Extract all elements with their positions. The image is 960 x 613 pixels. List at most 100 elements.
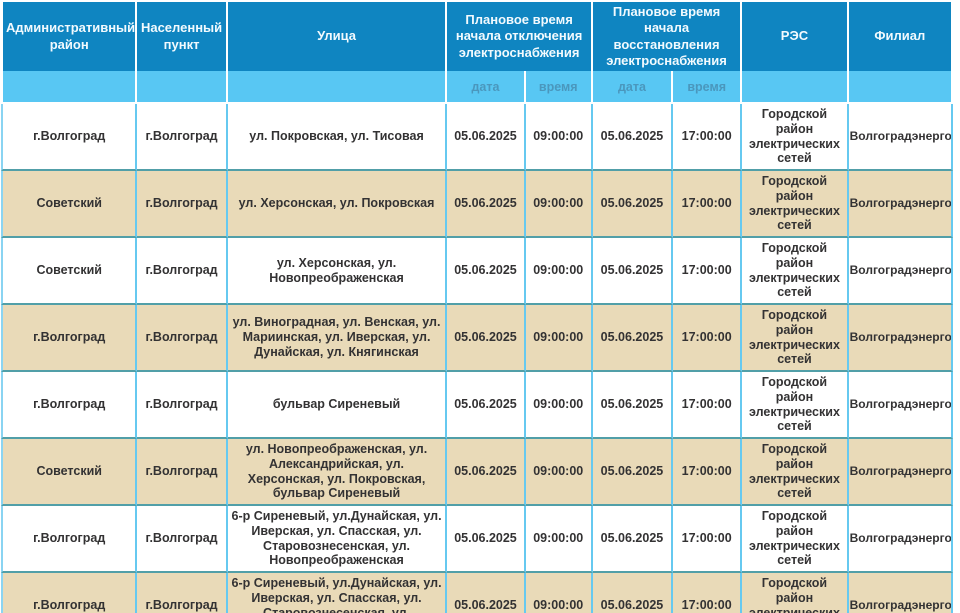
cell-settlement: г.Волгоград xyxy=(137,372,228,439)
cell-restore-time: 17:00:00 xyxy=(673,305,743,372)
cell-street: ул. Херсонская, ул. Покровская xyxy=(227,171,448,238)
cell-branch: Волгоградэнерго xyxy=(848,573,953,613)
subheader-restore-time: время xyxy=(673,71,743,104)
cell-outage-date: 05.06.2025 xyxy=(447,238,526,305)
cell-outage-time: 09:00:00 xyxy=(525,104,593,171)
cell-restore-date: 05.06.2025 xyxy=(592,171,674,238)
cell-restore-date: 05.06.2025 xyxy=(592,573,674,613)
cell-res: Городской район электрических сетей xyxy=(742,506,849,573)
cell-street: ул. Покровская, ул. Тисовая xyxy=(227,104,448,171)
cell-street: ул. Виноградная, ул. Венская, ул. Мариин… xyxy=(227,305,448,372)
cell-settlement: г.Волгоград xyxy=(137,573,228,613)
cell-outage-time: 09:00:00 xyxy=(525,372,593,439)
cell-district: г.Волгоград xyxy=(1,372,138,439)
cell-branch: Волгоградэнерго xyxy=(848,171,953,238)
table-row: г.Волгоград г.Волгоград 6-р Сиреневый, у… xyxy=(1,506,953,573)
cell-outage-date: 05.06.2025 xyxy=(447,506,526,573)
cell-settlement: г.Волгоград xyxy=(137,439,228,506)
table-header: Административный район Населенный пункт … xyxy=(1,2,953,104)
cell-restore-date: 05.06.2025 xyxy=(592,506,674,573)
table-body: г.Волгоград г.Волгоград ул. Покровская, … xyxy=(1,104,953,613)
cell-settlement: г.Волгоград xyxy=(137,305,228,372)
table-row: г.Волгоград г.Волгоград ул. Покровская, … xyxy=(1,104,953,171)
cell-outage-time: 09:00:00 xyxy=(525,238,593,305)
subheader-empty-res xyxy=(742,71,849,104)
cell-restore-date: 05.06.2025 xyxy=(592,238,674,305)
cell-outage-date: 05.06.2025 xyxy=(447,305,526,372)
cell-settlement: г.Волгоград xyxy=(137,171,228,238)
cell-restore-date: 05.06.2025 xyxy=(592,104,674,171)
table-row: г.Волгоград г.Волгоград ул. Виноградная,… xyxy=(1,305,953,372)
cell-res: Городской район электрических сетей xyxy=(742,372,849,439)
cell-street: ул. Новопреображенская, ул. Александрийс… xyxy=(227,439,448,506)
cell-settlement: г.Волгоград xyxy=(137,104,228,171)
cell-branch: Волгоградэнерго xyxy=(848,372,953,439)
cell-district: Советский xyxy=(1,238,138,305)
cell-restore-date: 05.06.2025 xyxy=(592,305,674,372)
cell-street: бульвар Сиреневый xyxy=(227,372,448,439)
cell-branch: Волгоградэнерго xyxy=(848,439,953,506)
header-street: Улица xyxy=(227,2,448,71)
cell-restore-time: 17:00:00 xyxy=(673,171,743,238)
cell-restore-time: 17:00:00 xyxy=(673,104,743,171)
subheader-empty-settlement xyxy=(137,71,228,104)
table-row: Советский г.Волгоград ул. Новопреображен… xyxy=(1,439,953,506)
cell-res: Городской район электрических сетей xyxy=(742,573,849,613)
cell-res: Городской район электрических сетей xyxy=(742,305,849,372)
cell-restore-time: 17:00:00 xyxy=(673,372,743,439)
cell-outage-time: 09:00:00 xyxy=(525,506,593,573)
header-district: Административный район xyxy=(1,2,138,71)
cell-restore-date: 05.06.2025 xyxy=(592,372,674,439)
cell-street: 6-р Сиреневый, ул.Дунайская, ул. Иверска… xyxy=(227,506,448,573)
cell-outage-date: 05.06.2025 xyxy=(447,372,526,439)
cell-res: Городской район электрических сетей xyxy=(742,104,849,171)
cell-street: ул. Херсонская, ул. Новопреображенская xyxy=(227,238,448,305)
cell-street: 6-р Сиреневый, ул.Дунайская, ул. Иверска… xyxy=(227,573,448,613)
cell-restore-time: 17:00:00 xyxy=(673,573,743,613)
header-branch: Филиал xyxy=(848,2,953,71)
header-restore-start: Плановое время начала восстановления эле… xyxy=(592,2,743,71)
cell-district: г.Волгоград xyxy=(1,506,138,573)
header-settlement: Населенный пункт xyxy=(137,2,228,71)
cell-outage-time: 09:00:00 xyxy=(525,171,593,238)
header-outage-start: Плановое время начала отключения электро… xyxy=(447,2,593,71)
cell-outage-date: 05.06.2025 xyxy=(447,171,526,238)
cell-outage-time: 09:00:00 xyxy=(525,573,593,613)
cell-outage-date: 05.06.2025 xyxy=(447,439,526,506)
cell-outage-time: 09:00:00 xyxy=(525,305,593,372)
cell-branch: Волгоградэнерго xyxy=(848,305,953,372)
cell-district: Советский xyxy=(1,439,138,506)
cell-restore-time: 17:00:00 xyxy=(673,439,743,506)
cell-district: г.Волгоград xyxy=(1,573,138,613)
cell-res: Городской район электрических сетей xyxy=(742,439,849,506)
subheader-restore-date: дата xyxy=(592,71,674,104)
cell-settlement: г.Волгоград xyxy=(137,238,228,305)
cell-outage-date: 05.06.2025 xyxy=(447,573,526,613)
cell-district: г.Волгоград xyxy=(1,305,138,372)
subheader-empty-street xyxy=(227,71,448,104)
subheader-outage-time: время xyxy=(525,71,593,104)
subheader-empty-branch xyxy=(848,71,953,104)
cell-restore-date: 05.06.2025 xyxy=(592,439,674,506)
cell-res: Городской район электрических сетей xyxy=(742,171,849,238)
cell-district: Советский xyxy=(1,171,138,238)
cell-branch: Волгоградэнерго xyxy=(848,506,953,573)
header-res: РЭС xyxy=(742,2,849,71)
cell-district: г.Волгоград xyxy=(1,104,138,171)
cell-res: Городской район электрических сетей xyxy=(742,238,849,305)
table-row: г.Волгоград г.Волгоград бульвар Сиреневы… xyxy=(1,372,953,439)
cell-branch: Волгоградэнерго xyxy=(848,238,953,305)
cell-restore-time: 17:00:00 xyxy=(673,238,743,305)
subheader-outage-date: дата xyxy=(447,71,526,104)
table-row: Советский г.Волгоград ул. Херсонская, ул… xyxy=(1,238,953,305)
cell-outage-time: 09:00:00 xyxy=(525,439,593,506)
subheader-empty-district xyxy=(1,71,138,104)
table-row: Советский г.Волгоград ул. Херсонская, ул… xyxy=(1,171,953,238)
cell-branch: Волгоградэнерго xyxy=(848,104,953,171)
table-row: г.Волгоград г.Волгоград 6-р Сиреневый, у… xyxy=(1,573,953,613)
cell-restore-time: 17:00:00 xyxy=(673,506,743,573)
cell-outage-date: 05.06.2025 xyxy=(447,104,526,171)
cell-settlement: г.Волгоград xyxy=(137,506,228,573)
